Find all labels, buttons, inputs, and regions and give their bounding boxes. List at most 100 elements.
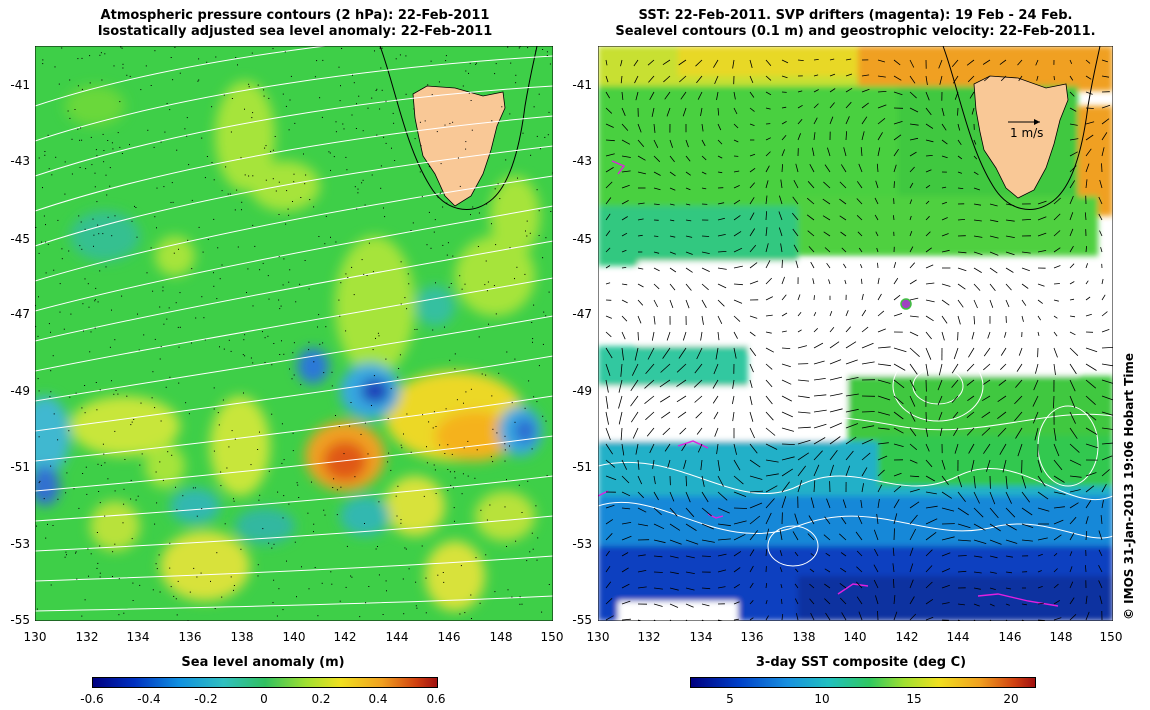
sample-dot (454, 520, 455, 522)
sample-dot (233, 500, 235, 502)
velocity-arrow (1085, 363, 1097, 371)
sample-dot (170, 202, 172, 203)
sample-dot (233, 498, 234, 500)
velocity-arrow (765, 512, 772, 525)
left-x-tick: 144 (385, 630, 409, 644)
velocity-arrow (893, 347, 907, 353)
velocity-arrow (669, 299, 674, 309)
sample-dot (519, 46, 521, 48)
sample-dot (203, 317, 205, 319)
velocity-arrow (717, 234, 726, 237)
velocity-arrow (1053, 347, 1058, 358)
sample-dot (518, 484, 520, 486)
velocity-arrow (941, 249, 950, 253)
sample-dot (271, 364, 273, 366)
velocity-arrow (779, 567, 783, 573)
velocity-arrow (844, 279, 847, 285)
sample-dot (435, 493, 437, 494)
sample-dot (84, 278, 86, 280)
velocity-arrow (717, 171, 723, 174)
velocity-arrow (778, 227, 783, 237)
velocity-arrow (893, 164, 897, 173)
velocity-arrow (605, 519, 614, 525)
sample-dot (529, 232, 531, 234)
velocity-arrow (662, 347, 671, 359)
sample-dot (231, 98, 233, 99)
sample-dot (258, 499, 260, 501)
velocity-arrow (605, 265, 611, 269)
sample-dot (401, 447, 403, 449)
velocity-arrow (1037, 331, 1040, 336)
velocity-arrow (893, 121, 903, 125)
sample-dot (413, 108, 415, 110)
velocity-arrow (605, 347, 613, 359)
sample-dot (322, 342, 324, 344)
velocity-arrow (717, 267, 727, 270)
velocity-arrow (925, 565, 933, 573)
velocity-arrow (909, 613, 917, 621)
velocity-arrow (669, 539, 682, 545)
sample-dot (426, 244, 428, 246)
velocity-arrow (909, 262, 915, 269)
sample-dot (126, 395, 128, 397)
sample-dot (78, 507, 80, 509)
sample-dot (213, 387, 215, 389)
velocity-arrow (621, 232, 628, 237)
velocity-arrow (1085, 313, 1092, 317)
sample-dot (103, 161, 105, 163)
velocity-arrow (997, 395, 1007, 403)
velocity-arrow (1069, 123, 1078, 126)
velocity-arrow (811, 147, 815, 157)
velocity-arrow (1053, 583, 1059, 589)
velocity-arrow (797, 465, 807, 477)
sample-dot (240, 157, 242, 159)
velocity-arrow (717, 491, 728, 501)
sample-dot (439, 192, 441, 194)
velocity-arrow (909, 246, 914, 253)
velocity-arrow (824, 247, 831, 253)
sample-dot (335, 241, 337, 243)
sample-dot (288, 281, 290, 283)
sample-dot (372, 349, 374, 351)
sample-dot (44, 154, 46, 156)
velocity-arrow (839, 181, 847, 189)
sample-dot (460, 565, 462, 567)
velocity-arrow (701, 299, 707, 308)
velocity-arrow (659, 379, 671, 388)
sample-dot (53, 269, 55, 271)
velocity-arrow (1101, 329, 1110, 333)
velocity-arrow (989, 251, 999, 256)
sample-dot (119, 101, 121, 103)
sample-dot (63, 328, 65, 330)
velocity-arrow (1069, 516, 1077, 525)
sample-dot (364, 204, 366, 206)
velocity-arrow (733, 107, 738, 115)
sample-dot (340, 282, 342, 284)
sample-dot (179, 72, 181, 74)
left-y-tick: -53 (10, 537, 30, 551)
velocity-arrow (781, 379, 792, 385)
sample-dot (94, 172, 96, 174)
velocity-arrow (1037, 283, 1045, 287)
sample-dot (61, 258, 63, 260)
sample-dot (265, 145, 267, 147)
velocity-arrow (984, 75, 991, 82)
velocity-arrow (989, 603, 995, 607)
velocity-arrow (781, 411, 793, 418)
sample-dot (233, 589, 234, 591)
sample-dot (324, 243, 326, 245)
velocity-arrow (653, 299, 658, 308)
velocity-arrow (1069, 180, 1076, 189)
sample-dot (173, 595, 175, 597)
velocity-arrow (651, 331, 655, 341)
velocity-arrow (765, 395, 773, 405)
sample-dot (99, 576, 101, 578)
velocity-arrow (1098, 196, 1103, 205)
sample-dot (419, 171, 421, 173)
sample-dot (117, 132, 119, 134)
sample-dot (430, 247, 432, 249)
velocity-arrow (653, 539, 666, 544)
velocity-arrow (877, 75, 886, 78)
velocity-arrow (781, 312, 788, 317)
velocity-arrow (873, 564, 879, 573)
